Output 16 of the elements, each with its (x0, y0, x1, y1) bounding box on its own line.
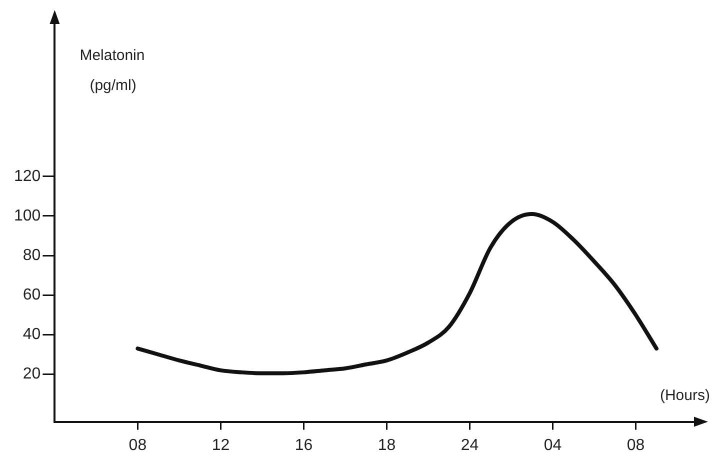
x-tick-label: 24 (460, 436, 479, 454)
y-tick-label: 40 (22, 326, 41, 344)
x-tick-label: 08 (128, 436, 147, 454)
y-tick-label: 100 (14, 207, 41, 224)
y-tick-label: 60 (22, 286, 41, 304)
x-axis-title: (Hours) (660, 386, 710, 404)
x-tick-label: 08 (626, 436, 645, 454)
y-tick-label: 80 (22, 246, 41, 264)
y-tick-label: 20 (22, 366, 41, 383)
x-tick-label: 18 (378, 436, 396, 454)
y-tick-label: 120 (14, 168, 41, 185)
line-series (136, 212, 658, 376)
x-tick-label: 16 (294, 436, 313, 454)
y-axis-title: Melatonin (pg/ml) (80, 47, 145, 94)
x-tick-label: 04 (544, 436, 562, 454)
x-tick-label: 12 (212, 436, 230, 454)
